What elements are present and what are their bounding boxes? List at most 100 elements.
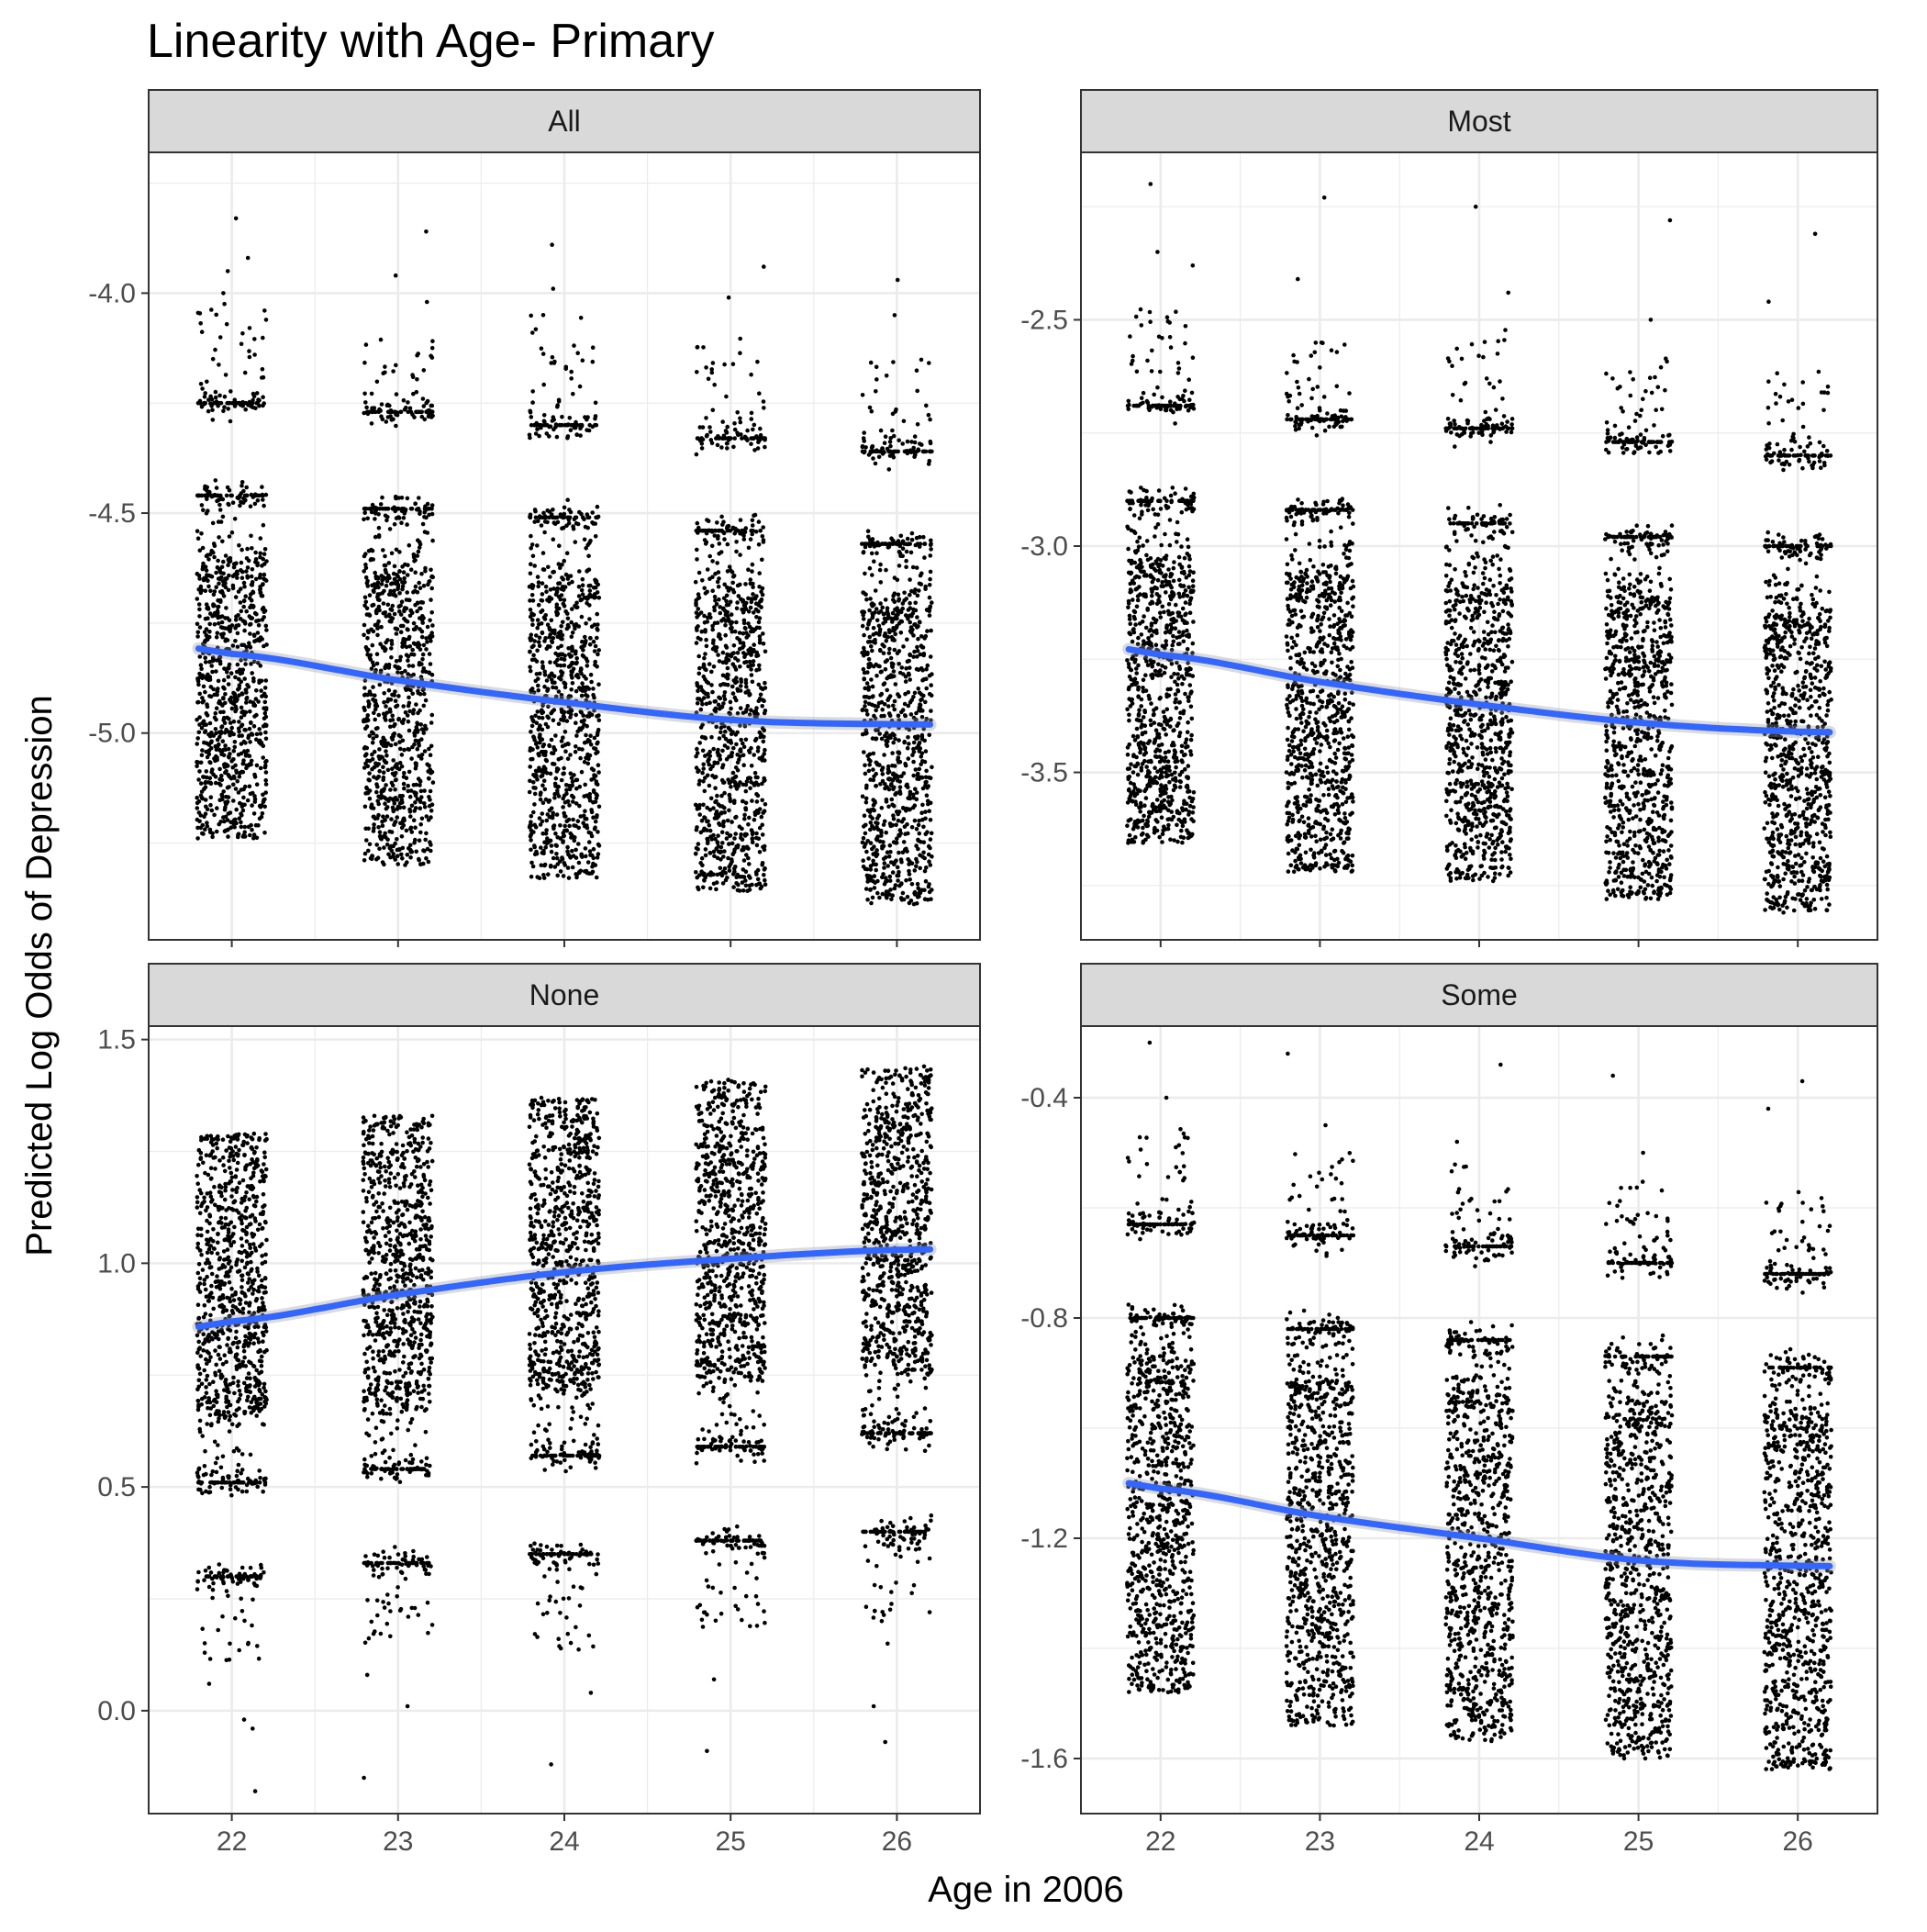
data-point (586, 762, 591, 766)
data-point (904, 878, 908, 883)
data-point (391, 417, 395, 421)
data-point (905, 822, 909, 827)
data-point (394, 698, 398, 703)
data-point (696, 701, 700, 706)
data-point (248, 355, 252, 360)
data-point (754, 608, 759, 612)
data-point (263, 778, 268, 783)
data-point (544, 798, 549, 802)
data-point (869, 644, 874, 649)
data-point (732, 664, 737, 669)
data-point (712, 854, 717, 858)
data-point (555, 874, 560, 878)
data-point (397, 516, 402, 520)
data-point (886, 765, 891, 769)
data-point (760, 782, 764, 787)
data-point (255, 732, 260, 737)
data-point (396, 718, 401, 722)
data-point (537, 603, 541, 608)
data-point (739, 684, 743, 688)
data-point (536, 769, 540, 774)
data-point (551, 355, 555, 360)
data-point (248, 596, 252, 600)
data-point (730, 820, 734, 824)
data-point (425, 814, 429, 819)
data-point (430, 503, 435, 508)
data-point (596, 763, 601, 767)
facet-panel-all: All-4.0-4.5-5.0 (88, 90, 980, 947)
data-point (732, 436, 737, 441)
data-point (231, 820, 236, 824)
data-point (594, 401, 598, 406)
data-point (221, 572, 226, 576)
data-point (401, 585, 406, 589)
data-point (394, 274, 398, 278)
data-point (238, 683, 242, 687)
data-point (874, 551, 879, 555)
data-point (731, 362, 736, 366)
data-point (541, 352, 546, 356)
data-point (203, 827, 207, 832)
data-point (929, 629, 933, 633)
data-point (544, 589, 549, 594)
data-point (897, 752, 902, 756)
data-point (251, 398, 255, 403)
data-point (422, 692, 427, 697)
data-point (555, 586, 560, 591)
data-point (530, 658, 535, 663)
data-point (400, 508, 405, 513)
data-point (747, 862, 752, 866)
data-point (580, 694, 585, 698)
data-point (369, 657, 373, 662)
data-point (362, 746, 367, 751)
data-point (536, 688, 540, 693)
data-point (258, 817, 262, 821)
data-point (746, 664, 751, 669)
data-point (390, 714, 395, 719)
data-point (749, 537, 753, 542)
data-point (743, 582, 748, 586)
data-point (201, 508, 206, 512)
data-point (251, 580, 255, 585)
data-point (422, 801, 427, 806)
data-point (203, 395, 207, 399)
data-point (754, 832, 759, 836)
data-point (206, 807, 210, 811)
data-point (423, 749, 428, 754)
data-point (731, 445, 736, 450)
data-point (908, 677, 912, 682)
data-point (731, 691, 736, 696)
data-point (396, 585, 401, 589)
data-point (409, 788, 414, 793)
data-point (391, 808, 395, 812)
data-point (878, 628, 883, 632)
data-point (529, 632, 534, 637)
data-point (542, 778, 547, 783)
data-point (892, 708, 897, 712)
data-point (920, 709, 925, 713)
data-point (393, 787, 397, 792)
data-point (743, 690, 748, 695)
data-point (254, 697, 259, 701)
data-point (201, 832, 206, 836)
data-point (580, 424, 585, 429)
data-point (374, 790, 379, 795)
data-point (714, 888, 718, 892)
data-point (721, 651, 726, 655)
data-point (898, 760, 903, 765)
data-point (375, 652, 380, 656)
data-point (736, 888, 741, 893)
data-point (580, 615, 585, 620)
data-point (382, 845, 386, 850)
data-point (894, 682, 898, 687)
data-point (394, 777, 398, 782)
data-point (718, 611, 723, 616)
data-point (717, 597, 721, 602)
data-point (261, 395, 265, 399)
data-point (422, 584, 427, 588)
data-point (727, 588, 731, 593)
data-point (418, 838, 422, 843)
data-point (912, 750, 917, 754)
data-point (889, 536, 894, 541)
data-point (888, 440, 893, 444)
